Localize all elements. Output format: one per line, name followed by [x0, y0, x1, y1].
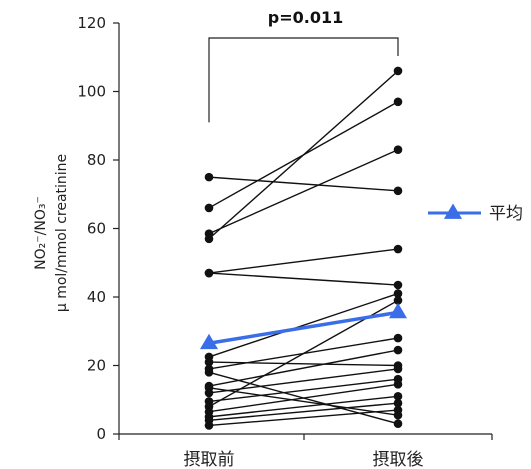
y-tick-label: 100	[77, 83, 106, 101]
subject-point	[393, 289, 403, 298]
subject-point	[204, 234, 214, 244]
subject-point	[204, 268, 214, 278]
mean-series	[199, 302, 408, 350]
p-value-label: p=0.011	[268, 8, 343, 27]
mean-point	[388, 302, 408, 319]
subject-line	[208, 248, 399, 274]
mean-line	[208, 310, 399, 345]
y-axis-label-line2: μ mol/mmol creatinine	[54, 154, 70, 312]
y-tick-label: 40	[87, 288, 106, 306]
subject-point	[204, 172, 214, 182]
subject-point	[393, 419, 403, 429]
subject-line	[208, 387, 399, 416]
subject-line	[208, 292, 399, 358]
subject-line	[208, 272, 399, 286]
y-tick-label: 20	[87, 357, 106, 375]
subject-point	[393, 333, 403, 343]
y-ticks: 0 20 40 60 80 100 120	[77, 14, 119, 443]
subject-line	[208, 361, 399, 367]
subject-point	[393, 410, 403, 420]
subject-point	[204, 421, 214, 430]
legend: 平均	[428, 203, 523, 224]
subject-point	[393, 364, 403, 374]
bracket-line	[208, 37, 399, 123]
subject-line	[208, 402, 399, 421]
legend-triangle-marker	[443, 203, 463, 219]
y-axis-label-line1: NO₂⁻/NO₃⁻	[33, 196, 49, 270]
subject-line	[208, 395, 399, 418]
axes	[118, 23, 492, 435]
subject-point	[204, 357, 214, 367]
subject-line	[208, 176, 399, 192]
subject-point	[393, 345, 403, 355]
subject-line	[208, 149, 399, 235]
x-category-label: 摂取前	[184, 450, 235, 469]
y-tick-label: 120	[77, 14, 106, 32]
mean-point	[199, 333, 219, 350]
subject-point	[393, 280, 403, 290]
subject-line	[208, 378, 399, 403]
x-ticks: 摂取前 摂取後	[118, 434, 493, 469]
subject-line	[208, 371, 399, 425]
subject-line	[208, 409, 399, 427]
y-tick-label: 60	[87, 220, 106, 238]
subject-lines	[204, 66, 403, 430]
subject-point	[393, 398, 403, 408]
legend-label-mean: 平均	[489, 204, 523, 224]
subject-point	[393, 66, 403, 76]
subject-point	[393, 145, 403, 155]
subject-line	[208, 70, 399, 240]
subject-point	[393, 244, 403, 254]
subject-point	[204, 368, 214, 377]
subject-point	[393, 296, 403, 305]
y-tick-label: 80	[87, 151, 106, 169]
subject-point	[393, 186, 403, 196]
y-tick-label: 0	[96, 425, 106, 443]
x-category-label: 摂取後	[373, 450, 424, 469]
subject-point	[393, 97, 403, 107]
significance-bracket: p=0.011	[208, 8, 399, 123]
subject-point	[204, 203, 214, 213]
subject-line	[208, 349, 399, 387]
subject-point	[393, 392, 403, 401]
subject-point	[393, 380, 403, 389]
subject-point	[204, 383, 214, 393]
